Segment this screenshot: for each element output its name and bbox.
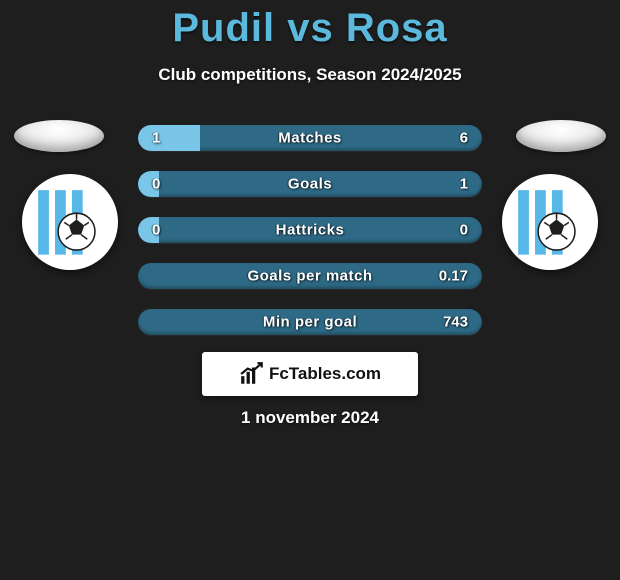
stat-row: 743Min per goal [138, 302, 482, 342]
subtitle: Club competitions, Season 2024/2025 [0, 65, 620, 85]
club-logo-left [22, 174, 118, 270]
bar-fill-left [138, 125, 200, 151]
brand-box: FcTables.com [202, 352, 418, 396]
chart-icon [239, 361, 265, 387]
shield-icon [512, 184, 589, 261]
club-logo-right [502, 174, 598, 270]
bar-track [138, 125, 482, 151]
bar-track [138, 171, 482, 197]
player-avatar-left [14, 120, 104, 152]
shield-icon [32, 184, 109, 261]
bar-track [138, 263, 482, 289]
stat-row: 00Hattricks [138, 210, 482, 250]
brand-text: FcTables.com [269, 364, 381, 384]
date-stamp: 1 november 2024 [0, 408, 620, 428]
bar-fill-left [138, 217, 159, 243]
stat-row: 16Matches [138, 118, 482, 158]
bar-track [138, 217, 482, 243]
bar-track [138, 309, 482, 335]
bar-fill-left [138, 171, 159, 197]
page-title: Pudil vs Rosa [0, 0, 620, 51]
stats-bars: 16Matches 01Goals 00Hattricks 0.17Goals per… [138, 118, 482, 348]
stat-row: 01Goals [138, 164, 482, 204]
player-avatar-right [516, 120, 606, 152]
stat-row: 0.17Goals per match [138, 256, 482, 296]
